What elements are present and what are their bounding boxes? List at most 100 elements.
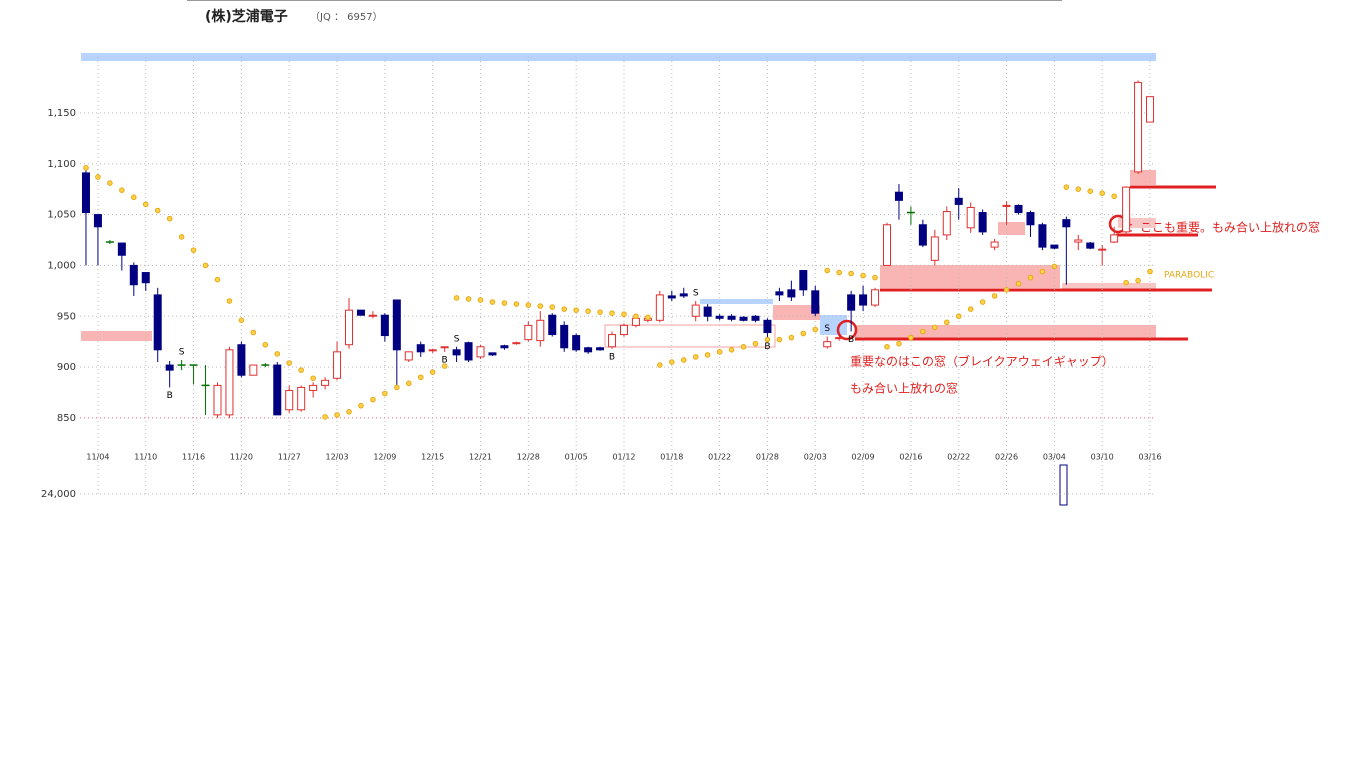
candle-body xyxy=(847,294,856,311)
parabolic-dot xyxy=(537,303,544,309)
candle-body xyxy=(93,214,102,228)
parabolic-dot xyxy=(824,267,831,274)
parabolic-dot xyxy=(298,367,304,373)
candle-body xyxy=(679,293,688,297)
candle-body xyxy=(536,319,545,342)
parabolic-dot xyxy=(561,306,568,312)
parabolic-dot xyxy=(1087,188,1094,194)
parabolic-dot xyxy=(740,343,747,350)
x-tick-label: 11/20 xyxy=(230,453,253,462)
signal: S xyxy=(693,289,699,299)
candle-body xyxy=(871,289,880,306)
candle-body xyxy=(811,290,820,314)
candle-body xyxy=(596,347,605,351)
signal: B xyxy=(442,355,448,365)
parabolic-dot xyxy=(250,329,257,336)
candle-body xyxy=(739,316,748,321)
parabolic-dot xyxy=(190,247,197,253)
y-tick-label: 1,100 xyxy=(47,159,76,170)
x-tick-label: 12/15 xyxy=(421,453,444,462)
x-tick-label: 02/16 xyxy=(899,453,922,462)
parabolic-dot xyxy=(274,351,281,357)
parabolic-dot xyxy=(489,299,496,305)
gap-box xyxy=(1118,218,1156,228)
y-tick-label: 1,000 xyxy=(47,260,76,271)
candle-body xyxy=(631,317,640,326)
parabolic-dot xyxy=(1123,279,1129,286)
parabolic-dot xyxy=(776,336,783,343)
candle-body xyxy=(380,314,389,337)
candle-body xyxy=(930,236,939,261)
x-tick-label: 11/27 xyxy=(278,453,301,462)
parabolic-dot xyxy=(202,262,209,269)
candle-body xyxy=(345,309,353,346)
gap-box xyxy=(998,222,1025,235)
parabolic-dot xyxy=(238,317,245,324)
candle-body xyxy=(1134,81,1143,173)
candle-body xyxy=(285,389,294,411)
parabolic-dot xyxy=(429,369,436,375)
parabolic-dot xyxy=(621,311,627,318)
candle-body xyxy=(416,344,425,353)
parabolic-dot xyxy=(262,341,269,348)
candle-body xyxy=(213,384,222,416)
candle-body xyxy=(524,324,533,341)
parabolic-dot xyxy=(872,274,878,281)
parabolic-dot xyxy=(920,328,926,335)
candle-body xyxy=(392,299,401,351)
parabolic-dot xyxy=(322,414,328,420)
parabolic-dot xyxy=(358,402,364,409)
x-tick-label: 12/21 xyxy=(469,453,492,462)
gap-box xyxy=(81,331,152,341)
volume-bar xyxy=(1059,464,1068,506)
x-tick-label: 12/09 xyxy=(373,453,396,462)
parabolic-dot xyxy=(178,234,185,240)
candle-body xyxy=(548,314,557,336)
parabolic-dot xyxy=(394,384,400,391)
candle-body xyxy=(715,315,724,319)
x-tick-label: 11/16 xyxy=(182,453,205,462)
candle-body xyxy=(464,342,473,361)
parabolic-dot xyxy=(1075,186,1082,192)
parabolic-dot xyxy=(501,300,508,306)
parabolic-dot xyxy=(1015,280,1022,287)
candle-body xyxy=(81,172,90,214)
parabolic-dot xyxy=(800,330,807,337)
candle-body xyxy=(333,351,342,379)
parabolic-dot xyxy=(788,334,795,341)
candle-body xyxy=(859,294,868,306)
gap-box xyxy=(1130,170,1156,185)
parabolic-dot xyxy=(645,314,651,321)
candle-body xyxy=(894,191,903,201)
gap-box xyxy=(880,265,1060,288)
x-tick-label: 01/18 xyxy=(660,453,683,462)
parabolic-dot xyxy=(585,308,591,314)
parabolic-dot xyxy=(166,215,173,222)
candle-body xyxy=(835,337,844,340)
parabolic-dot xyxy=(119,187,125,193)
parabolic-dot xyxy=(908,334,914,341)
parabolic-dot xyxy=(1027,274,1034,281)
parabolic-dot xyxy=(991,293,998,299)
parabolic-dot xyxy=(704,352,711,358)
candle-body xyxy=(1014,204,1023,214)
parabolic-dot xyxy=(154,207,161,214)
parabolic-dot xyxy=(310,375,316,382)
candle-body xyxy=(763,319,772,334)
parabolic-dot xyxy=(549,304,556,310)
parabolic-dot xyxy=(465,296,472,302)
gap-box xyxy=(1062,283,1156,289)
signal: B xyxy=(764,342,770,352)
chart-title: (株)芝浦電子 xyxy=(205,8,288,25)
parabolic-dot xyxy=(107,180,113,186)
candle-body xyxy=(560,324,569,349)
annotation: 重要なのはこの窓（ブレイクアウェイギャップ） xyxy=(850,354,1114,369)
candle-body xyxy=(440,346,449,349)
parabolic-dot xyxy=(896,340,902,347)
parabolic-dot xyxy=(657,362,663,368)
parabolic-dot xyxy=(477,297,484,303)
x-tick-label: 02/26 xyxy=(995,453,1018,462)
parabolic-dot xyxy=(1063,184,1070,190)
x-tick-label: 02/22 xyxy=(947,453,970,462)
parabolic-dot xyxy=(609,310,615,317)
